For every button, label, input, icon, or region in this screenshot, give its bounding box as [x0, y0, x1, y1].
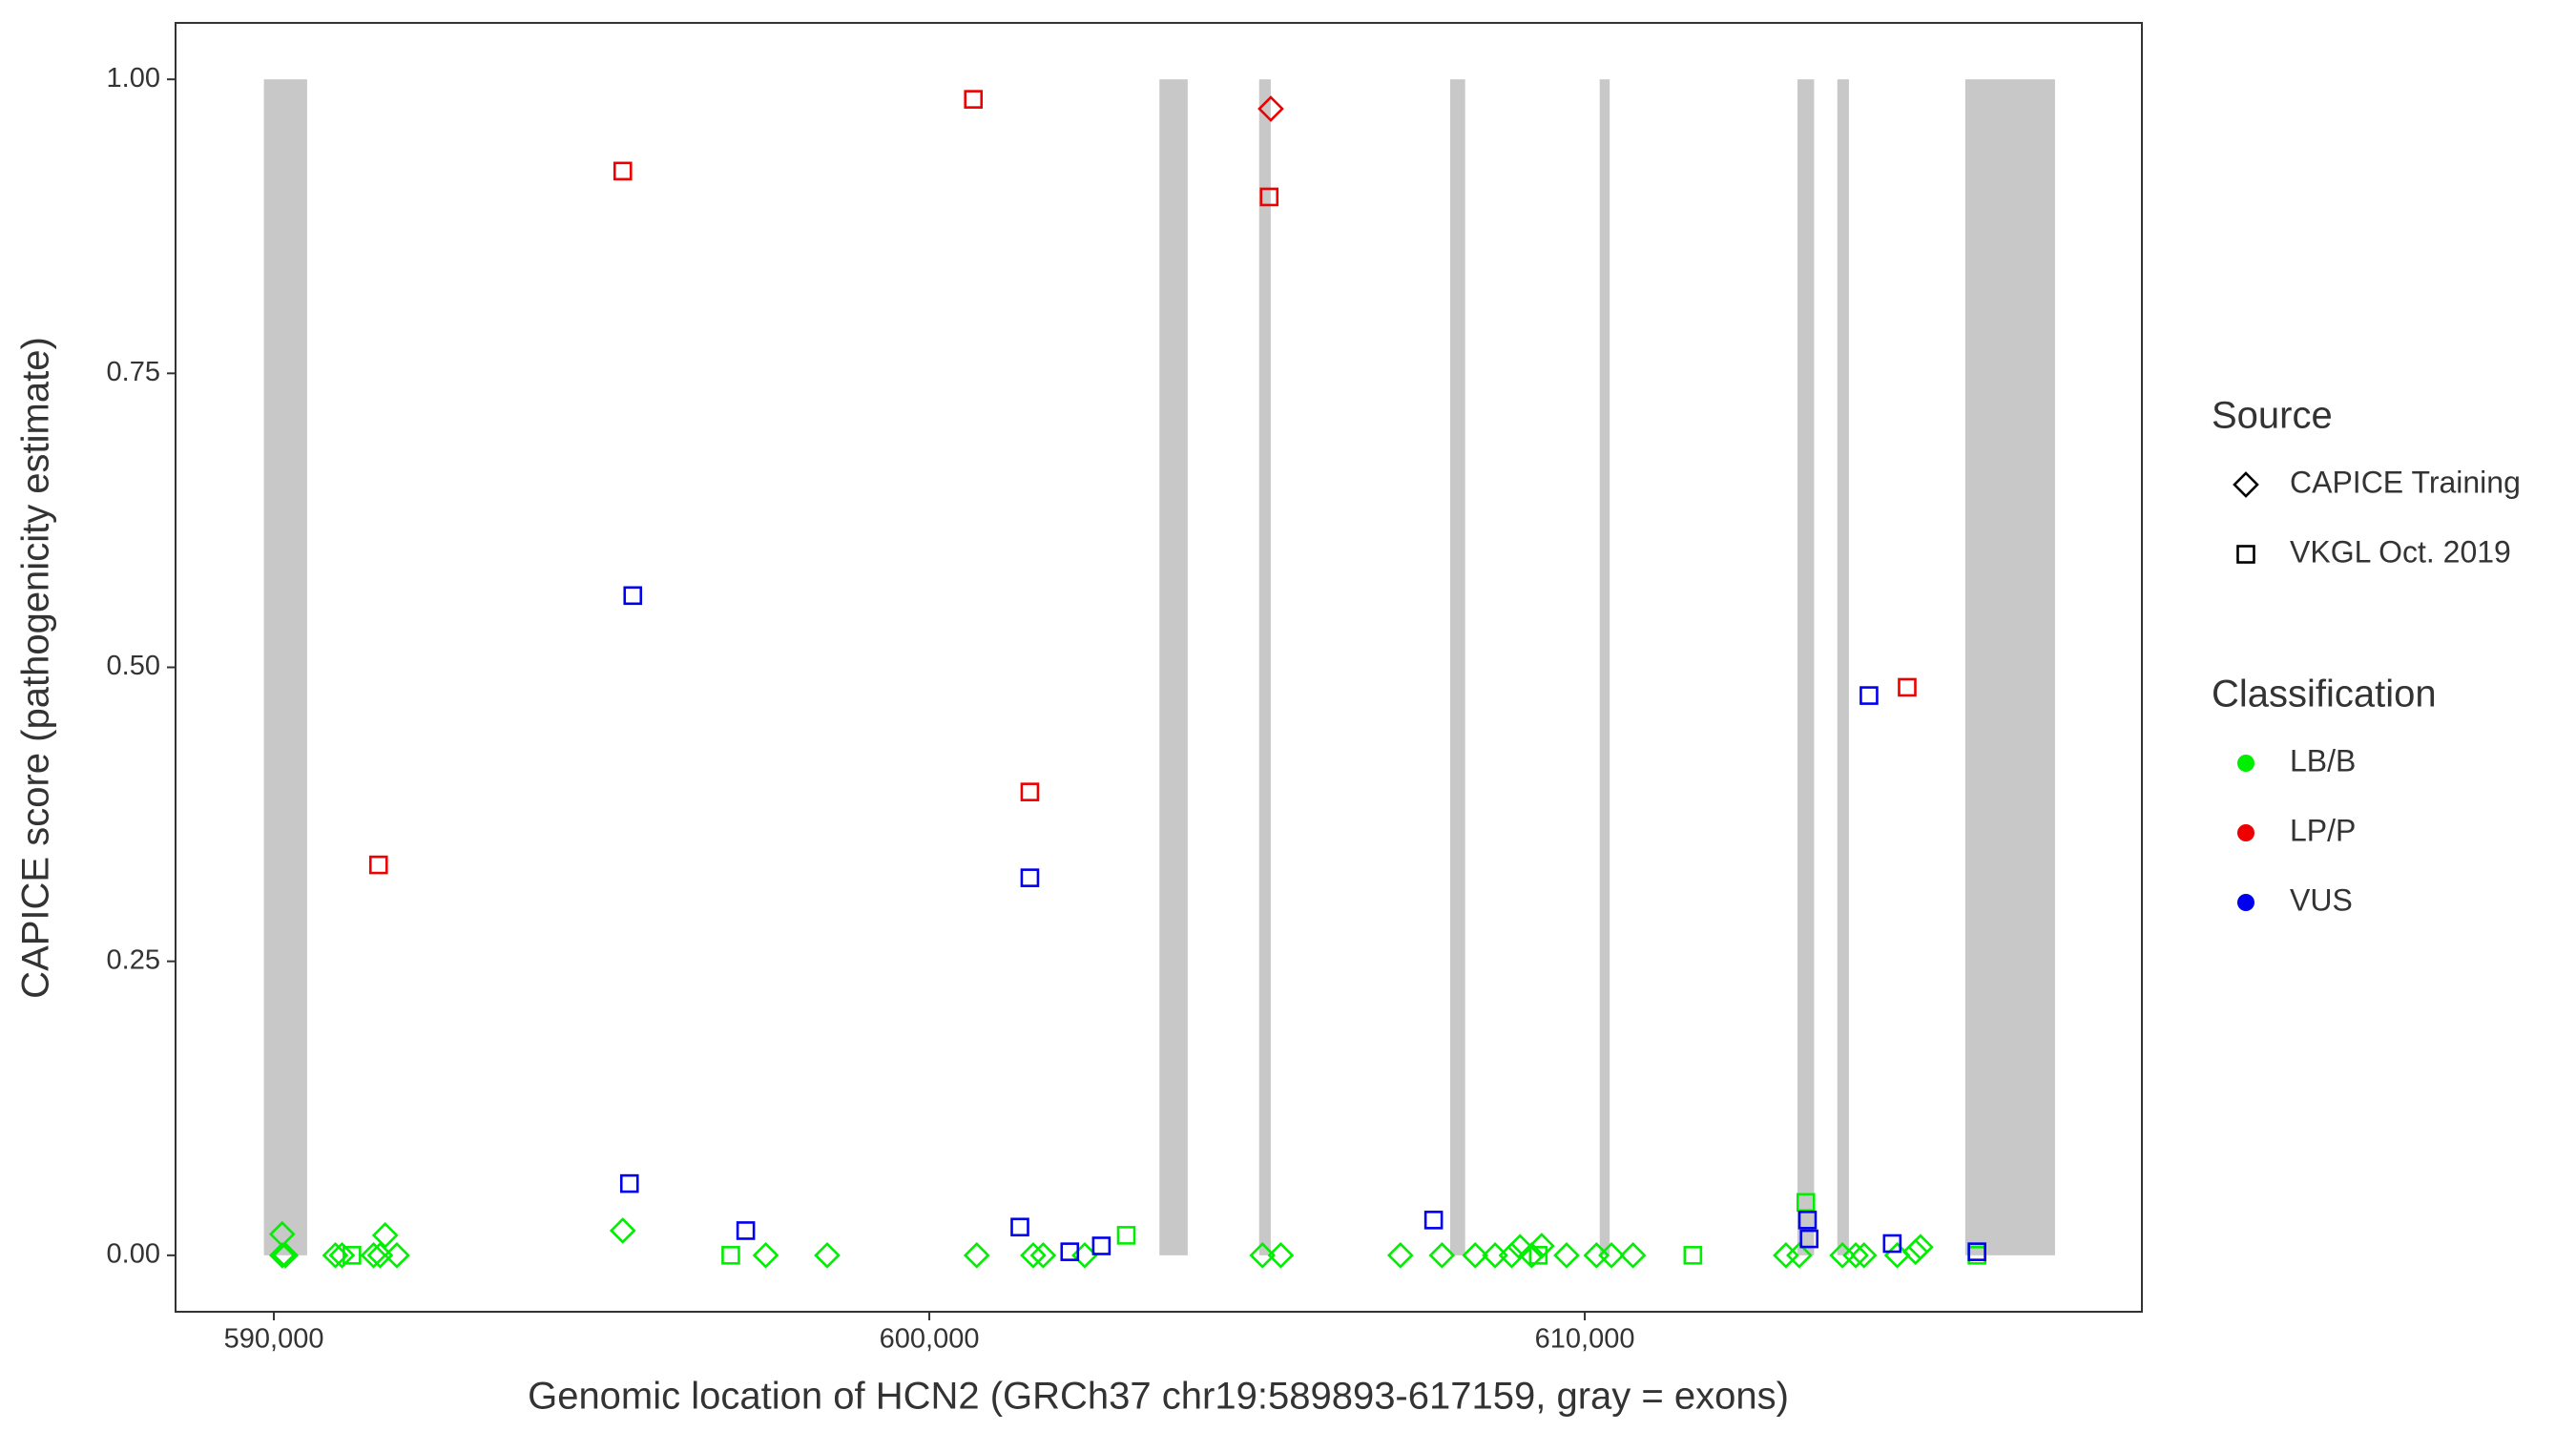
exon [1837, 79, 1849, 1255]
data-point [1267, 1241, 1295, 1269]
data-point [1829, 1241, 1856, 1269]
data-point [1842, 1241, 1869, 1269]
data-point [360, 1241, 387, 1269]
legend-label: CAPICE Training [2290, 465, 2521, 499]
legend-label: LP/P [2290, 813, 2356, 847]
legend-symbol [2237, 755, 2254, 772]
data-point [368, 855, 388, 875]
data-point [1386, 1241, 1414, 1269]
data-point [272, 1241, 300, 1269]
data-point [1850, 1241, 1878, 1269]
data-point [623, 586, 643, 606]
data-point [1796, 1192, 1816, 1213]
data-point [1907, 1234, 1934, 1261]
legend-label: LB/B [2290, 743, 2356, 778]
data-point [328, 1241, 356, 1269]
legend-label: VKGL Oct. 2019 [2290, 534, 2511, 569]
data-point [1901, 1238, 1929, 1265]
data-point [721, 1246, 740, 1265]
data-point [1883, 1241, 1911, 1269]
data-point [1528, 1233, 1555, 1259]
data-point [1506, 1234, 1534, 1261]
data-point [814, 1241, 841, 1269]
y-tick-label: 0.75 [107, 357, 160, 387]
data-point [736, 1221, 756, 1240]
y-tick-label: 0.50 [107, 651, 160, 681]
data-point [343, 1246, 362, 1265]
legend-label: VUS [2290, 882, 2353, 917]
y-tick-label: 1.00 [107, 63, 160, 93]
legend-symbol [2237, 894, 2254, 911]
data-point [1797, 1211, 1818, 1230]
data-point [1020, 868, 1040, 887]
exon [1450, 79, 1465, 1255]
y-tick-label: 0.25 [107, 944, 160, 975]
data-point [1428, 1241, 1456, 1269]
data-point [1116, 1226, 1136, 1245]
data-point [1898, 677, 1917, 697]
data-point [371, 1222, 399, 1249]
legend-title: Classification [2212, 674, 2437, 716]
data-point [1462, 1241, 1489, 1269]
data-point [1683, 1246, 1703, 1265]
legend-symbol [2237, 824, 2254, 841]
y-tick-label: 0.00 [107, 1238, 160, 1269]
exon [1797, 79, 1815, 1255]
data-point [1882, 1234, 1902, 1254]
legend-title: Source [2212, 395, 2333, 437]
data-point [1553, 1241, 1580, 1269]
data-point [963, 1241, 990, 1269]
data-point [1799, 1229, 1819, 1249]
data-point [613, 161, 633, 181]
exon [1258, 79, 1271, 1255]
x-tick-label: 590,000 [224, 1324, 324, 1355]
data-point [1060, 1242, 1080, 1261]
data-point [1020, 1241, 1047, 1269]
y-axis-title: CAPICE score (pathogenicity estimate) [15, 337, 57, 999]
x-axis-title: Genomic location of HCN2 (GRCh37 chr19:5… [528, 1376, 1789, 1418]
data-point [609, 1217, 636, 1244]
data-point [619, 1173, 639, 1193]
data-point [1773, 1241, 1799, 1269]
data-point [1528, 1246, 1548, 1265]
data-point [1967, 1242, 1986, 1261]
data-point [1518, 1241, 1546, 1269]
data-point [1249, 1241, 1277, 1269]
data-point [1859, 686, 1879, 705]
legend-symbol [2236, 545, 2255, 564]
data-point [1619, 1241, 1647, 1269]
data-point [1029, 1241, 1057, 1269]
exon [1599, 79, 1610, 1255]
data-point [964, 90, 984, 109]
data-point [752, 1241, 779, 1269]
data-point [1598, 1241, 1625, 1269]
exon [1964, 79, 2055, 1255]
data-point [366, 1241, 394, 1269]
data-point [1786, 1241, 1813, 1269]
data-point [1010, 1217, 1029, 1237]
data-point [1257, 95, 1284, 122]
data-point [1091, 1236, 1111, 1255]
data-point [384, 1241, 410, 1269]
data-point [268, 1241, 296, 1269]
data-point [1020, 782, 1040, 801]
exon [263, 79, 307, 1255]
data-point [1423, 1211, 1444, 1230]
data-point [1498, 1241, 1526, 1269]
legend-symbol [2233, 471, 2259, 498]
exon [1159, 79, 1188, 1255]
data-point [1259, 187, 1279, 207]
x-tick-label: 600,000 [880, 1324, 980, 1355]
x-tick-label: 610,000 [1535, 1324, 1635, 1355]
